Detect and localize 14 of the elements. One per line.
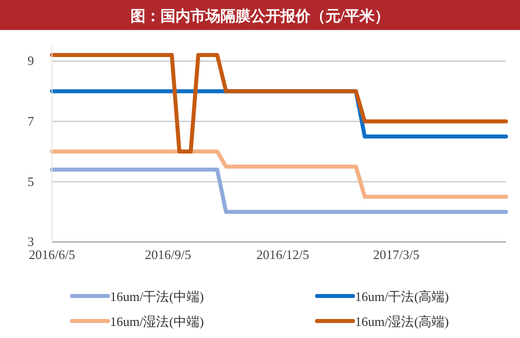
legend-label: 16um/湿法(中端): [110, 314, 204, 329]
y-tick-label: 3: [28, 234, 34, 250]
y-tick-label: 9: [28, 53, 34, 68]
x-tick-label: 2016/9/5: [144, 247, 192, 262]
x-tick-label: 2017/3/5: [373, 247, 420, 262]
y-tick-label: 5: [28, 174, 34, 189]
chart-title: 图：国内市场隔膜公开报价（元/平米）: [130, 7, 390, 25]
legend-label: 16um/干法(高端): [355, 289, 449, 304]
x-tick-label: 2016/12/5: [256, 247, 310, 262]
y-tick-label: 7: [28, 114, 34, 129]
legend-label: 16um/干法(中端): [110, 289, 204, 304]
line-series: [50, 53, 508, 154]
x-tick-label: 2016/6/5: [28, 247, 76, 262]
legend-label: 16um/湿法(高端): [355, 314, 449, 329]
